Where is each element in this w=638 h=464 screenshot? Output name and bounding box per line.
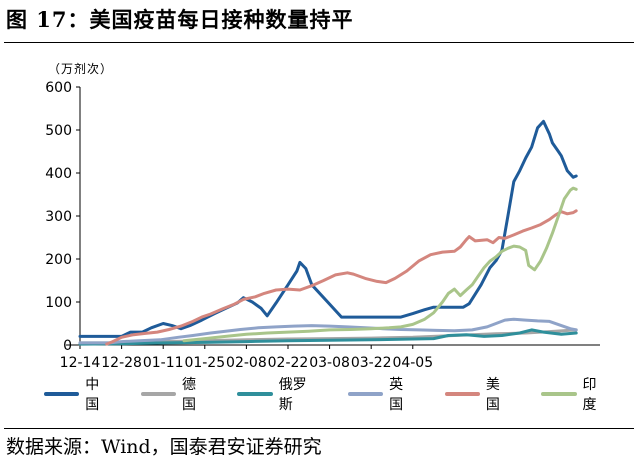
y-axis-unit: （万剂次）	[48, 62, 114, 76]
x-tick-label: 01-25	[184, 355, 225, 371]
legend-item-3: 英国	[347, 374, 417, 414]
x-tick-label: 03-08	[309, 355, 350, 371]
legend-label: 英国	[389, 377, 404, 413]
x-tick-label: 04-05	[392, 355, 433, 371]
y-tick-label: 200	[45, 252, 72, 268]
y-tick-label: 300	[45, 209, 72, 225]
legend-label: 德国	[181, 377, 196, 413]
legend-label: 美国	[485, 377, 500, 413]
legend-item-1: 德国	[140, 374, 210, 414]
x-tick-label: 01-11	[143, 355, 184, 371]
chart-lines	[78, 119, 578, 346]
x-tick-label: 12-28	[101, 355, 142, 371]
legend-label: 俄罗斯	[278, 377, 307, 413]
legend-item-2: 俄罗斯	[237, 374, 319, 414]
y-tick-label: 600	[45, 80, 72, 96]
legend-item-0: 中国	[44, 374, 113, 414]
legend-swatch	[541, 392, 577, 396]
source-note: 数据来源：Wind，国泰君安证券研究	[6, 436, 322, 458]
x-tick-label: 12-14	[60, 355, 101, 371]
legend-swatch	[444, 392, 480, 396]
series-line-0	[78, 119, 578, 338]
legend-label: 印度	[582, 377, 597, 413]
legend-item-5: 印度	[541, 374, 610, 414]
figure-title: 图 17：美国疫苗每日接种数量持平	[6, 7, 354, 32]
x-tick-label: 02-22	[268, 355, 309, 371]
series-line-5	[182, 186, 578, 343]
series-line-2	[78, 328, 578, 346]
source-rule	[4, 428, 634, 429]
legend-swatch	[140, 392, 176, 396]
y-tick-label: 400	[45, 166, 72, 182]
legend-swatch	[44, 392, 80, 396]
y-tick-label: 0	[63, 338, 72, 354]
chart-legend: 中国 德国 俄罗斯 英国 美国 印度	[44, 377, 638, 413]
series-line-4	[105, 209, 578, 346]
x-tick-label: 02-08	[226, 355, 267, 371]
y-tick-label: 500	[45, 123, 72, 139]
legend-swatch	[347, 392, 384, 396]
title-rule	[4, 42, 634, 43]
legend-swatch	[237, 392, 273, 396]
y-tick-label: 100	[45, 295, 72, 311]
legend-label: 中国	[85, 377, 100, 413]
x-tick-label: 03-22	[351, 355, 392, 371]
legend-item-4: 美国	[444, 374, 514, 414]
